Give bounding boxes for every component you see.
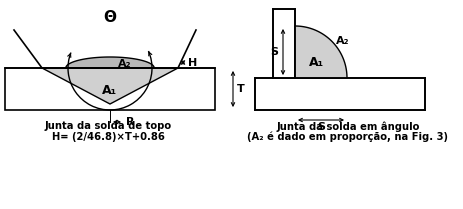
Text: Junta da solda de topo: Junta da solda de topo (44, 121, 171, 131)
Polygon shape (294, 26, 346, 78)
Text: (A₂ é dado em proporção, na Fig. 3): (A₂ é dado em proporção, na Fig. 3) (247, 132, 448, 143)
Bar (272, 9, 294, 78)
Text: H= (2/46.8)×T+0.86: H= (2/46.8)×T+0.86 (51, 132, 164, 142)
Text: A₁: A₁ (309, 56, 324, 69)
Polygon shape (42, 68, 178, 104)
Text: A₁: A₁ (102, 84, 117, 98)
Text: A₂: A₂ (118, 59, 131, 69)
Text: Junta da solda em ângulo: Junta da solda em ângulo (276, 121, 419, 131)
Text: S: S (269, 47, 277, 57)
Text: H: H (188, 57, 197, 68)
Text: T: T (237, 84, 244, 94)
Bar (255, 78, 424, 110)
Polygon shape (66, 57, 154, 68)
Text: Θ: Θ (103, 10, 116, 25)
Text: A₂: A₂ (335, 36, 348, 46)
Text: R: R (126, 117, 134, 127)
Text: S: S (316, 122, 324, 132)
